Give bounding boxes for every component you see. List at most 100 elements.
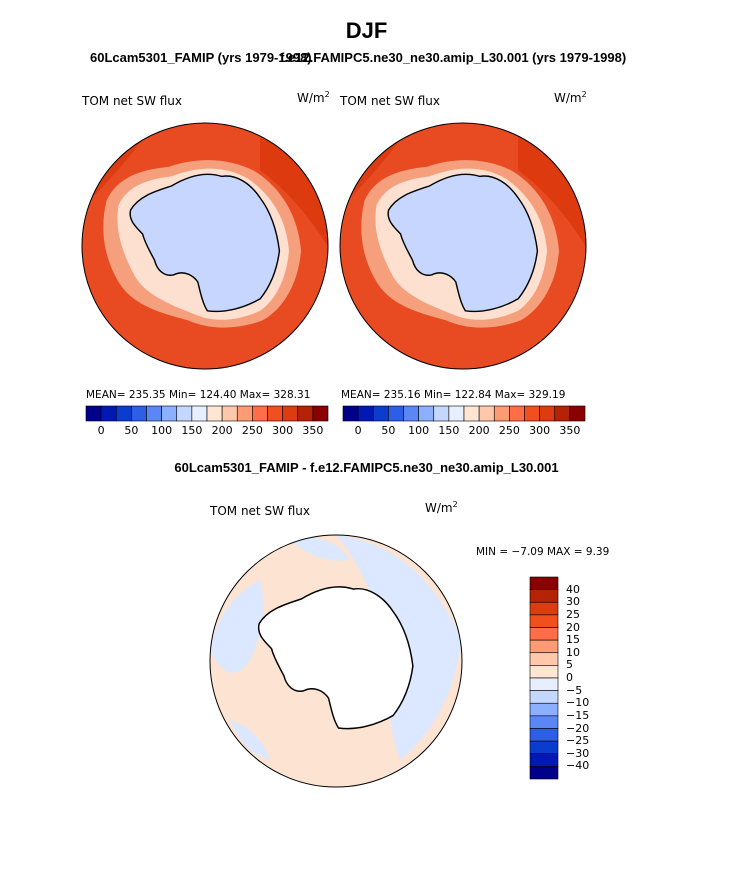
case2-subtitle: f.e12.FAMIPC5.ne30_ne30.amip_L30.001 (yr… xyxy=(280,50,627,65)
colorbar-tick-label: −25 xyxy=(566,734,590,748)
colorbar-swatch xyxy=(418,405,435,422)
colorbar-tick-label: 5 xyxy=(566,658,573,672)
colorbar-swatch xyxy=(191,405,208,422)
colorbar-tick-label: 100 xyxy=(408,424,430,437)
colorbar-tick-label: 250 xyxy=(241,424,263,437)
colorbar-swatch xyxy=(529,766,559,780)
colorbar-swatch xyxy=(529,690,559,704)
colorbar-swatch xyxy=(131,405,147,422)
colorbar-swatch xyxy=(478,405,495,422)
panel2-units-label: W/m2 xyxy=(554,90,587,105)
colorbar-swatch xyxy=(252,405,268,422)
colorbar-swatch xyxy=(539,405,556,422)
colorbar-swatch xyxy=(85,405,102,422)
map-panel-diff xyxy=(210,535,462,787)
colorbar-tick-label: 150 xyxy=(181,424,203,437)
colorbar-tick-label: 40 xyxy=(566,582,580,596)
colorbar-swatch xyxy=(388,405,404,422)
colorbar-swatch xyxy=(569,405,586,422)
colorbar-swatch xyxy=(529,576,559,590)
map-diff-frame xyxy=(209,534,463,788)
colorbar-swatch xyxy=(342,405,359,422)
panel1-units-label: W/m2 xyxy=(297,90,330,105)
colorbar-tick-label: 20 xyxy=(566,620,580,634)
colorbar-swatch xyxy=(236,405,253,422)
panel1-variable-label: TOM net SW flux xyxy=(82,94,183,108)
colorbar-tick-label: −30 xyxy=(566,746,590,760)
colorbar-tick-label: 15 xyxy=(566,633,580,647)
colorbar-swatch xyxy=(312,405,329,422)
colorbar-tick-label: 150 xyxy=(438,424,460,437)
colorbar-swatch xyxy=(297,405,314,422)
map-1-frame xyxy=(81,122,329,370)
colorbar-swatch xyxy=(493,405,510,422)
colorbar-swatch xyxy=(221,405,238,422)
colorbar-swatch xyxy=(448,405,465,422)
colorbar-swatch xyxy=(529,589,559,603)
diff-stats: MIN = −7.09 MAX = 9.39 xyxy=(476,546,610,558)
colorbar-diff xyxy=(529,576,559,780)
colorbar-tick-label: 300 xyxy=(272,424,294,437)
colorbar-swatch xyxy=(357,405,374,422)
colorbar-swatch xyxy=(115,405,132,422)
panel2-stats: MEAN= 235.16 Min= 122.84 Max= 329.19 xyxy=(341,389,566,401)
diff-units-label: W/m2 xyxy=(425,500,458,515)
colorbar-tick-label: −20 xyxy=(566,721,590,735)
colorbar-panel-2 xyxy=(342,405,586,422)
colorbar-swatch xyxy=(372,405,389,422)
colorbar-swatch xyxy=(433,405,450,422)
colorbar-tick-label: 200 xyxy=(468,424,490,437)
colorbar-tick-label: −40 xyxy=(566,759,590,773)
colorbar-tick-label: −10 xyxy=(566,696,590,710)
colorbar-tick-label: −15 xyxy=(566,708,590,722)
case1-subtitle: 60Lcam5301_FAMIP (yrs 1979-1998) xyxy=(90,50,312,65)
colorbar-tick-label: 250 xyxy=(498,424,520,437)
diff-variable-label: TOM net SW flux xyxy=(210,504,311,518)
colorbar-swatch xyxy=(529,652,559,666)
colorbar-swatch xyxy=(529,715,559,729)
panel1-stats: MEAN= 235.35 Min= 124.40 Max= 328.31 xyxy=(86,389,311,401)
colorbar-swatch xyxy=(206,405,223,422)
colorbar-swatch xyxy=(267,405,283,422)
colorbar-swatch xyxy=(529,702,559,717)
map-panel-2 xyxy=(340,123,586,369)
colorbar-swatch xyxy=(529,740,559,755)
colorbar-swatch xyxy=(509,405,525,422)
colorbar-swatch xyxy=(529,665,559,679)
colorbar-swatch xyxy=(146,405,162,422)
colorbar-swatch xyxy=(529,627,559,641)
panel2-variable-label: TOM net SW flux xyxy=(340,94,441,108)
colorbar-swatch xyxy=(529,677,559,691)
colorbar-tick-label: 50 xyxy=(124,424,139,437)
colorbar-tick-label: 0 xyxy=(97,424,105,437)
colorbar-tick-label: 30 xyxy=(566,595,580,609)
colorbar-swatch xyxy=(529,601,559,616)
colorbar-tick-label: 0 xyxy=(566,671,573,684)
colorbar-swatch xyxy=(403,405,419,422)
colorbar-tick-label: 25 xyxy=(566,607,580,621)
colorbar-swatch xyxy=(100,405,117,422)
colorbar-swatch xyxy=(282,405,299,422)
colorbar-tick-label: 0 xyxy=(354,424,362,437)
colorbar-swatch xyxy=(524,405,540,422)
colorbar-tick-label: 350 xyxy=(302,424,324,437)
colorbar-tick-label: 300 xyxy=(529,424,551,437)
colorbar-swatch xyxy=(463,405,480,422)
colorbar-swatch xyxy=(176,405,193,422)
colorbar-panel-1 xyxy=(85,405,329,422)
colorbar-swatch xyxy=(529,639,559,654)
colorbar-tick-label: −5 xyxy=(566,683,583,697)
colorbar-tick-label: 350 xyxy=(559,424,581,437)
map-panel-1 xyxy=(82,123,328,369)
colorbar-swatch xyxy=(529,614,559,628)
colorbar-tick-label: 200 xyxy=(211,424,233,437)
colorbar-swatch xyxy=(529,728,559,742)
diff-subtitle: 60Lcam5301_FAMIP - f.e12.FAMIPC5.ne30_ne… xyxy=(174,460,559,475)
colorbar-tick-label: 100 xyxy=(151,424,173,437)
colorbar-swatch xyxy=(554,405,571,422)
colorbar-tick-label: 50 xyxy=(381,424,396,437)
figure-title: DJF xyxy=(345,18,388,43)
colorbar-swatch xyxy=(529,753,559,767)
colorbar-tick-label: 10 xyxy=(566,645,580,659)
